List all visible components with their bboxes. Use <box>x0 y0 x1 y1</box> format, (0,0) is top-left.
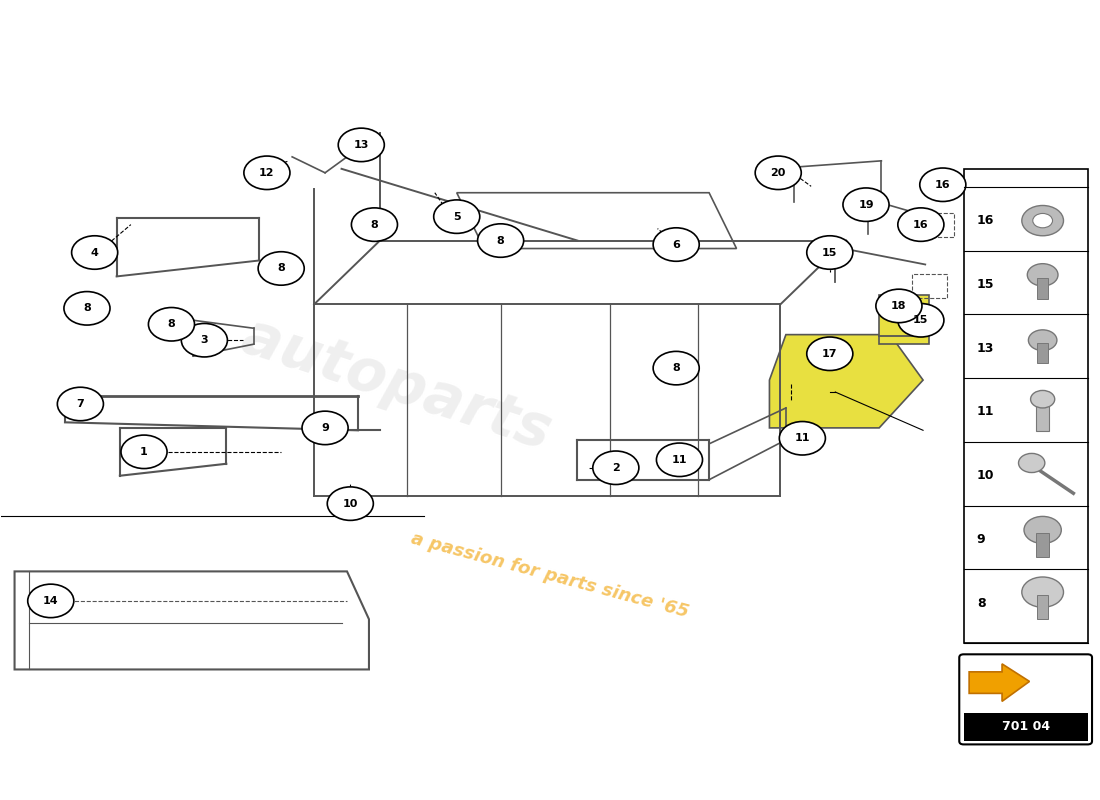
Text: 16: 16 <box>935 180 950 190</box>
Text: 13: 13 <box>977 342 994 354</box>
Text: 8: 8 <box>84 303 91 314</box>
Text: 11: 11 <box>794 434 810 443</box>
Text: 8: 8 <box>672 363 680 373</box>
Text: 10: 10 <box>977 470 994 482</box>
FancyBboxPatch shape <box>959 654 1092 744</box>
Circle shape <box>258 252 305 285</box>
Circle shape <box>72 236 118 270</box>
Text: 701 04: 701 04 <box>1002 720 1049 734</box>
Text: 12: 12 <box>260 168 275 178</box>
Circle shape <box>57 387 103 421</box>
Circle shape <box>806 236 852 270</box>
Circle shape <box>1031 390 1055 408</box>
Text: 4: 4 <box>90 247 99 258</box>
Bar <box>1037 595 1048 619</box>
Text: 19: 19 <box>858 200 873 210</box>
Text: 20: 20 <box>770 168 785 178</box>
Bar <box>1037 342 1048 362</box>
Circle shape <box>756 156 801 190</box>
Circle shape <box>1033 214 1053 228</box>
Circle shape <box>843 188 889 222</box>
Bar <box>1036 401 1049 431</box>
Text: 16: 16 <box>977 214 994 227</box>
Circle shape <box>302 411 348 445</box>
Circle shape <box>920 168 966 202</box>
Circle shape <box>1022 206 1064 236</box>
Text: 8: 8 <box>977 597 986 610</box>
Text: 6: 6 <box>672 239 680 250</box>
Text: 8: 8 <box>497 235 505 246</box>
Text: 9: 9 <box>977 533 986 546</box>
Circle shape <box>433 200 480 234</box>
Circle shape <box>779 422 825 455</box>
Circle shape <box>898 303 944 337</box>
Bar <box>1036 533 1049 557</box>
Text: 1: 1 <box>140 447 147 457</box>
Circle shape <box>1024 516 1062 543</box>
Text: 13: 13 <box>353 140 369 150</box>
Text: 15: 15 <box>822 247 837 258</box>
Text: 9: 9 <box>321 423 329 433</box>
Circle shape <box>653 228 700 262</box>
Circle shape <box>182 323 228 357</box>
Circle shape <box>351 208 397 242</box>
Circle shape <box>121 435 167 469</box>
Circle shape <box>148 307 195 341</box>
Text: 7: 7 <box>77 399 85 409</box>
Bar <box>964 169 1088 643</box>
Text: 11: 11 <box>672 454 688 465</box>
Text: a passion for parts since '65: a passion for parts since '65 <box>409 530 691 621</box>
Text: 8: 8 <box>277 263 285 274</box>
Circle shape <box>653 351 700 385</box>
Polygon shape <box>769 334 923 428</box>
Text: 15: 15 <box>977 278 994 291</box>
Text: 3: 3 <box>200 335 208 346</box>
Circle shape <box>657 443 703 477</box>
Circle shape <box>898 208 944 242</box>
Circle shape <box>1028 330 1057 350</box>
Circle shape <box>244 156 290 190</box>
Circle shape <box>477 224 524 258</box>
Text: 2: 2 <box>612 462 619 473</box>
Text: 16: 16 <box>913 220 928 230</box>
Circle shape <box>338 128 384 162</box>
Circle shape <box>28 584 74 618</box>
Bar <box>1037 278 1048 298</box>
Text: 8: 8 <box>167 319 175 330</box>
Text: 10: 10 <box>342 498 358 509</box>
Text: autoparts: autoparts <box>234 307 558 461</box>
Circle shape <box>328 487 373 520</box>
Circle shape <box>64 291 110 325</box>
Text: 15: 15 <box>913 315 928 326</box>
Text: 14: 14 <box>43 596 58 606</box>
Polygon shape <box>879 294 928 344</box>
Polygon shape <box>969 664 1030 702</box>
Circle shape <box>806 337 852 370</box>
Circle shape <box>593 451 639 485</box>
Circle shape <box>876 289 922 322</box>
Circle shape <box>1027 264 1058 286</box>
Bar <box>964 713 1088 742</box>
Text: 5: 5 <box>453 212 461 222</box>
Text: 18: 18 <box>891 301 906 311</box>
Text: 8: 8 <box>371 220 378 230</box>
Circle shape <box>1019 454 1045 473</box>
Circle shape <box>1022 577 1064 607</box>
Text: 17: 17 <box>822 349 837 358</box>
Text: 11: 11 <box>977 406 994 418</box>
